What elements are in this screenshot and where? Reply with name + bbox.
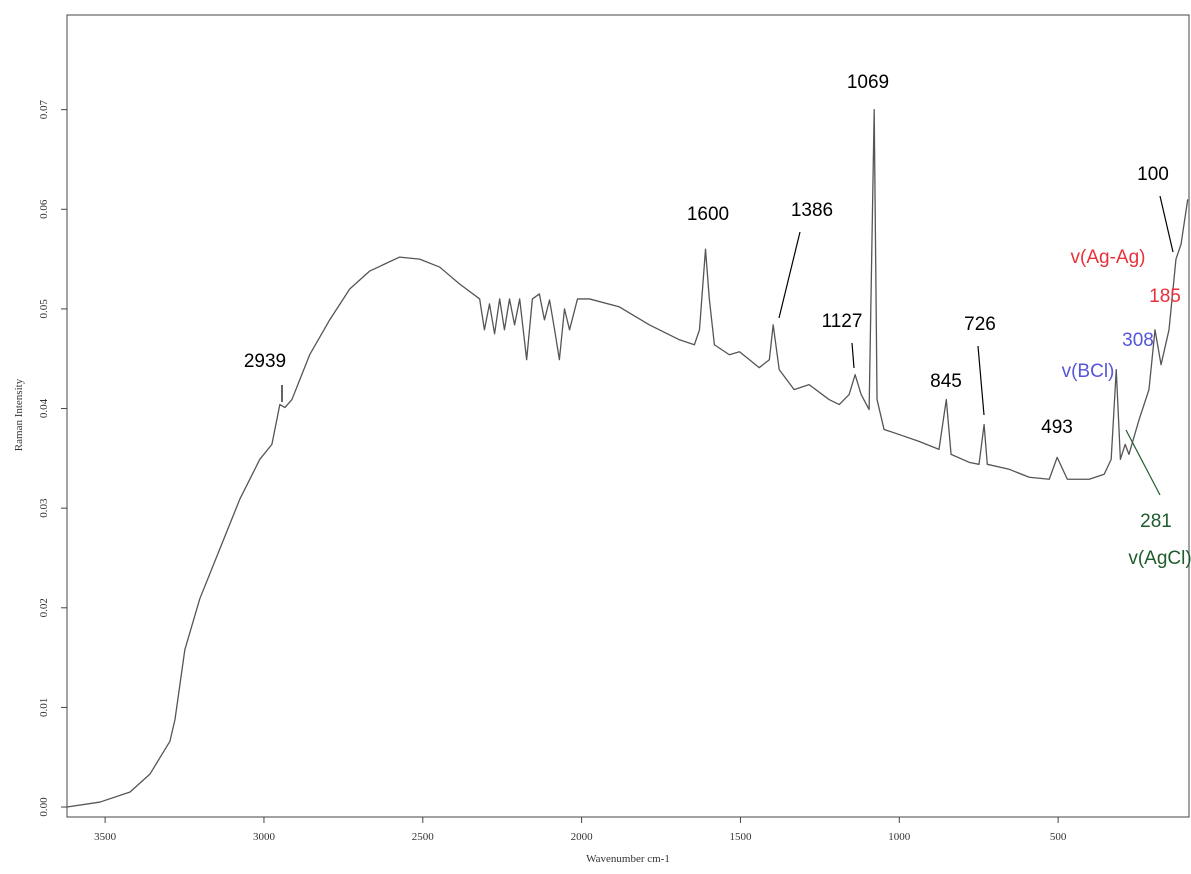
annotation: 1600: [687, 204, 729, 225]
x-tick-label: 500: [1050, 831, 1067, 843]
annotation: 726: [964, 314, 996, 335]
spectrum-line: [66, 109, 1189, 808]
annotation: 185: [1149, 286, 1181, 307]
y-tick-label: 0.00: [38, 797, 50, 817]
annotation: v(Ag-Ag): [1071, 247, 1146, 268]
y-tick-label: 0.06: [38, 199, 50, 219]
annotation: 845: [930, 371, 962, 392]
y-tick-label: 0.04: [38, 398, 50, 418]
leader-line: [778, 231, 801, 319]
x-axis-title: Wavenumber cm-1: [586, 853, 670, 865]
annotation: 2939: [244, 351, 286, 372]
plot-frame: [66, 14, 1190, 818]
y-tick-label: 0.05: [38, 299, 50, 319]
y-tick-label: 0.03: [38, 498, 50, 518]
annotation: 100: [1137, 164, 1169, 185]
y-tick-label: 0.07: [38, 100, 50, 120]
x-tick-label: 3500: [94, 831, 117, 843]
x-tick-label: 1000: [888, 831, 911, 843]
leader-line: [1125, 429, 1161, 496]
leader-line: [851, 342, 855, 369]
leader-lines: [281, 195, 1174, 496]
y-tick-label: 0.01: [38, 698, 50, 717]
x-tick-label: 2500: [412, 831, 435, 843]
x-tick-label: 2000: [571, 831, 594, 843]
annotation: 281: [1140, 511, 1172, 532]
annotation: v(AgCl): [1128, 548, 1191, 569]
y-tick-label: 0.02: [38, 598, 50, 617]
x-tick-label: 1500: [729, 831, 752, 843]
annotation: 493: [1041, 417, 1073, 438]
x-tick-label: 3000: [253, 831, 276, 843]
annotation: v(BCl): [1062, 361, 1115, 382]
annotation: 1069: [847, 72, 889, 93]
annotation: 1127: [822, 311, 863, 332]
leader-line: [1159, 195, 1174, 253]
leader-line: [977, 345, 985, 416]
y-axis-title: Raman Intensity: [13, 378, 25, 451]
annotation: 1386: [791, 200, 833, 221]
annotation: 308: [1122, 330, 1154, 351]
